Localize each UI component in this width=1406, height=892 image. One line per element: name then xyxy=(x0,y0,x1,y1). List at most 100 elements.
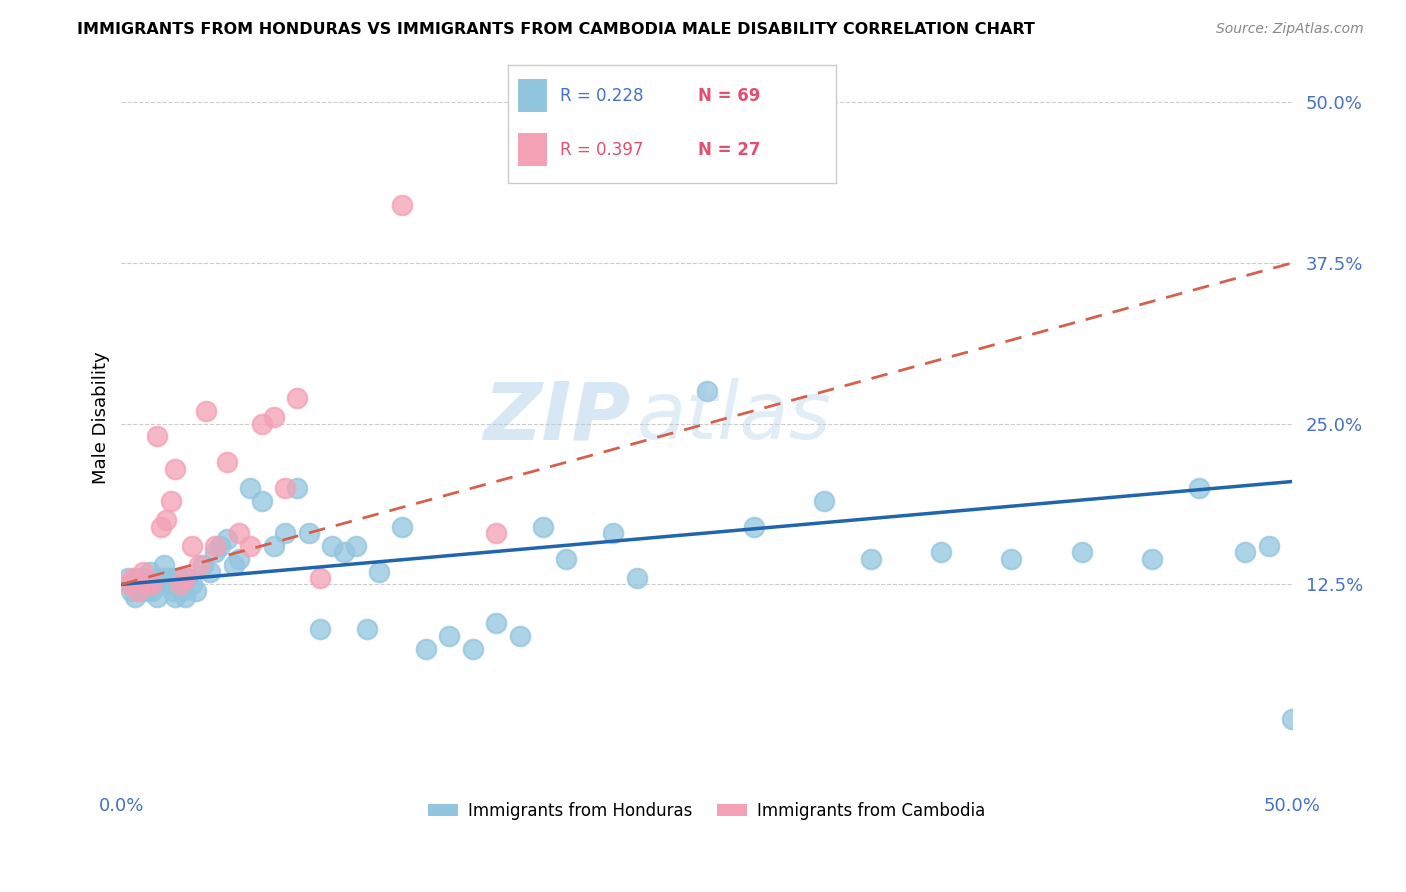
Point xyxy=(152,558,174,573)
Point xyxy=(263,410,285,425)
Point xyxy=(555,551,578,566)
Point xyxy=(127,583,149,598)
Point xyxy=(204,539,226,553)
Point xyxy=(194,404,217,418)
Point xyxy=(193,558,215,573)
Point xyxy=(155,571,177,585)
Point xyxy=(742,519,765,533)
Point xyxy=(145,591,167,605)
Point xyxy=(150,519,173,533)
Legend: Immigrants from Honduras, Immigrants from Cambodia: Immigrants from Honduras, Immigrants fro… xyxy=(422,796,993,827)
Text: Source: ZipAtlas.com: Source: ZipAtlas.com xyxy=(1216,22,1364,37)
Point xyxy=(173,591,195,605)
Point xyxy=(131,565,153,579)
Point xyxy=(485,525,508,540)
Point xyxy=(141,577,163,591)
Point xyxy=(122,571,145,585)
Point xyxy=(134,577,156,591)
Point xyxy=(391,198,413,212)
Point xyxy=(228,525,250,540)
Point xyxy=(368,565,391,579)
Point xyxy=(169,577,191,591)
Point xyxy=(120,583,142,598)
Point xyxy=(162,583,184,598)
Text: ZIP: ZIP xyxy=(484,378,631,456)
Point xyxy=(1257,539,1279,553)
Point xyxy=(215,533,238,547)
Point xyxy=(141,583,163,598)
Point xyxy=(239,481,262,495)
Point xyxy=(222,558,245,573)
Point xyxy=(274,525,297,540)
Point xyxy=(344,539,367,553)
Point xyxy=(1234,545,1257,559)
Point xyxy=(131,571,153,585)
Point xyxy=(117,571,139,585)
Point xyxy=(136,577,159,591)
Point xyxy=(159,493,181,508)
Point xyxy=(1070,545,1092,559)
Point xyxy=(813,493,835,508)
Point xyxy=(204,545,226,559)
Point xyxy=(1140,551,1163,566)
Point xyxy=(186,583,208,598)
Point xyxy=(215,455,238,469)
Y-axis label: Male Disability: Male Disability xyxy=(93,351,110,483)
Point xyxy=(180,577,202,591)
Point xyxy=(356,623,378,637)
Point xyxy=(143,577,166,591)
Point xyxy=(859,551,882,566)
Point xyxy=(155,513,177,527)
Point xyxy=(228,551,250,566)
Point xyxy=(239,539,262,553)
Point xyxy=(117,577,139,591)
Point xyxy=(145,429,167,443)
Point xyxy=(285,481,308,495)
Point xyxy=(1188,481,1211,495)
Point xyxy=(172,583,194,598)
Point xyxy=(263,539,285,553)
Point xyxy=(187,558,209,573)
Point xyxy=(439,629,461,643)
Point xyxy=(1000,551,1022,566)
Point xyxy=(321,539,343,553)
Point xyxy=(200,565,222,579)
Text: atlas: atlas xyxy=(637,378,831,456)
Point xyxy=(165,591,187,605)
Point xyxy=(122,577,145,591)
Point xyxy=(626,571,648,585)
Point xyxy=(165,461,187,475)
Point xyxy=(333,545,356,559)
Point xyxy=(485,615,508,630)
Point xyxy=(176,571,198,585)
Point xyxy=(166,571,188,585)
Point xyxy=(391,519,413,533)
Point xyxy=(309,571,332,585)
Text: IMMIGRANTS FROM HONDURAS VS IMMIGRANTS FROM CAMBODIA MALE DISABILITY CORRELATION: IMMIGRANTS FROM HONDURAS VS IMMIGRANTS F… xyxy=(77,22,1035,37)
Point xyxy=(124,591,146,605)
Point xyxy=(509,629,531,643)
Point xyxy=(136,583,159,598)
Point xyxy=(415,641,437,656)
Point xyxy=(127,571,149,585)
Point xyxy=(138,565,160,579)
Point xyxy=(208,539,231,553)
Point xyxy=(285,391,308,405)
Point xyxy=(148,571,170,585)
Point xyxy=(298,525,321,540)
Point xyxy=(169,577,191,591)
Point xyxy=(150,577,173,591)
Point xyxy=(173,571,195,585)
Point xyxy=(157,577,180,591)
Point xyxy=(309,623,332,637)
Point xyxy=(929,545,952,559)
Point xyxy=(250,417,273,431)
Point xyxy=(159,571,181,585)
Point xyxy=(531,519,554,533)
Point xyxy=(1281,713,1303,727)
Point xyxy=(274,481,297,495)
Point xyxy=(180,539,202,553)
Point xyxy=(129,583,152,598)
Point xyxy=(250,493,273,508)
Point xyxy=(461,641,484,656)
